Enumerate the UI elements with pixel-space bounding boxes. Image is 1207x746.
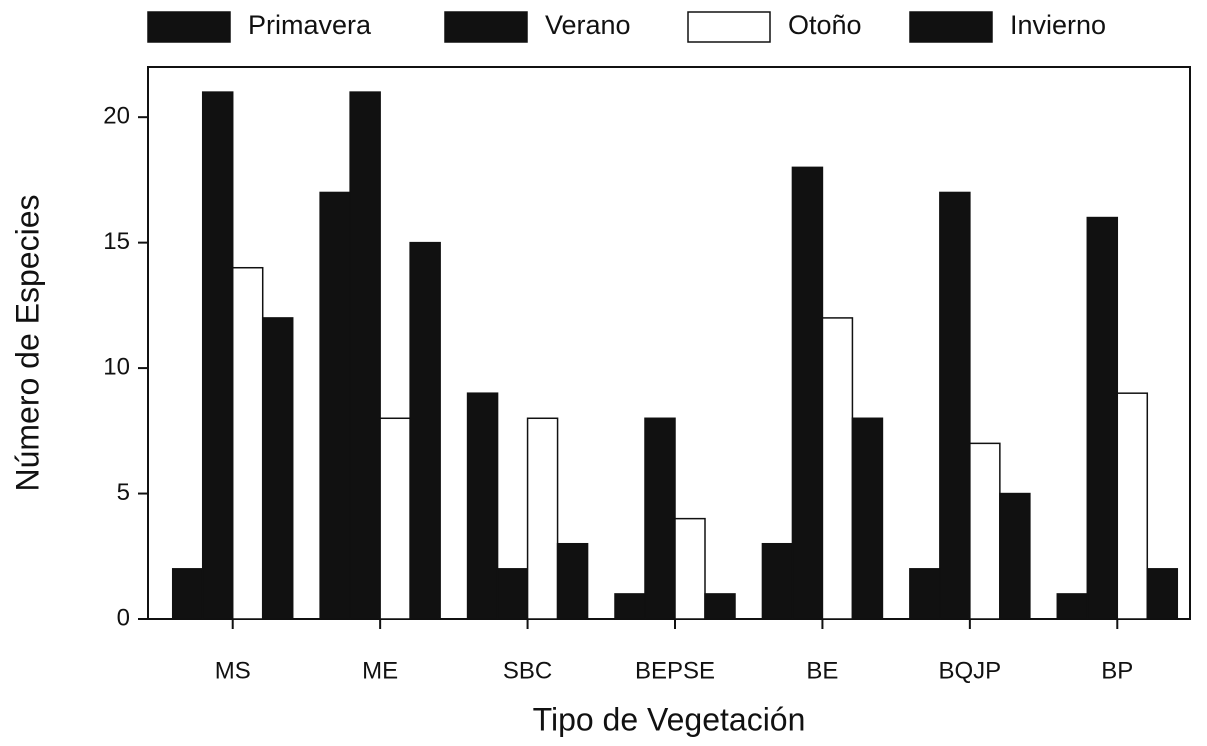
bar [526, 417, 559, 620]
bar [231, 266, 264, 620]
y-tick-label: 0 [117, 604, 130, 631]
bar [1146, 568, 1179, 620]
x-tick-label: BP [1101, 657, 1133, 684]
bar [909, 568, 941, 620]
bar [761, 542, 794, 620]
bar [171, 568, 204, 620]
bar [969, 442, 1001, 620]
y-axis-title: Número de Especies [9, 194, 45, 491]
bar [319, 191, 351, 620]
bar [496, 568, 529, 620]
bar [614, 593, 646, 620]
y-tick-label: 5 [117, 479, 130, 506]
legend-label: Primavera [248, 10, 372, 40]
bar [556, 542, 589, 620]
bar [1116, 392, 1149, 620]
bar [851, 417, 884, 620]
legend-swatch [444, 11, 528, 43]
bar [261, 317, 294, 620]
x-tick-label: MS [215, 657, 251, 684]
x-tick-label: SBC [503, 657, 552, 684]
x-tick-label: ME [362, 657, 398, 684]
bar [674, 517, 706, 620]
bar [201, 91, 234, 620]
x-tick-label: BE [806, 657, 838, 684]
legend-label: Verano [545, 10, 631, 40]
bar [821, 317, 854, 620]
x-tick-label: BEPSE [635, 657, 715, 684]
bar [349, 91, 381, 620]
legend-label: Otoño [788, 10, 862, 40]
x-tick-label: BQJP [939, 657, 1002, 684]
legend-swatch [687, 11, 771, 43]
bar [466, 392, 499, 620]
legend-swatch [909, 11, 993, 43]
x-axis-title: Tipo de Vegetación [533, 701, 806, 737]
y-tick-label: 15 [103, 228, 130, 255]
legend-swatch [147, 11, 231, 43]
bar [704, 593, 736, 620]
bar [379, 417, 411, 620]
legend-label: Invierno [1010, 10, 1106, 40]
bar [791, 166, 824, 620]
y-tick-label: 20 [103, 103, 130, 130]
bar [939, 191, 971, 620]
bar [999, 492, 1031, 620]
bar [644, 417, 676, 620]
bar [1086, 216, 1119, 620]
bar [1056, 593, 1089, 620]
y-tick-label: 10 [103, 353, 130, 380]
bar [409, 241, 441, 620]
